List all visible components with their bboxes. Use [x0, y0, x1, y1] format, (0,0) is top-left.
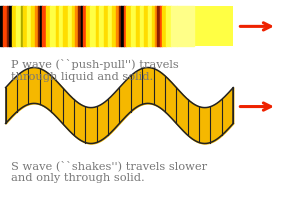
Text: S wave (``shakes'') travels slower
and only through solid.: S wave (``shakes'') travels slower and o… [11, 160, 207, 183]
Text: P wave (``push-pull'') travels
through liquid and solid.: P wave (``push-pull'') travels through l… [11, 59, 179, 82]
Bar [0, 6, 233, 46]
